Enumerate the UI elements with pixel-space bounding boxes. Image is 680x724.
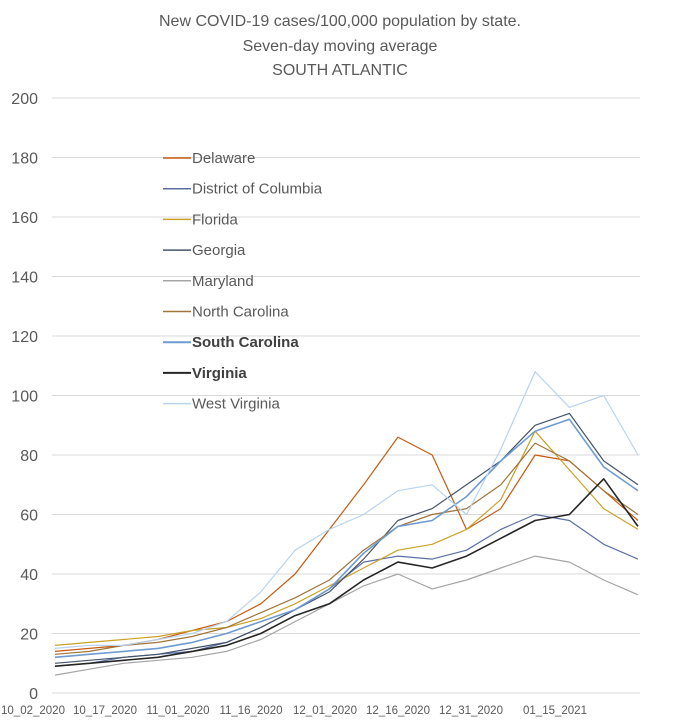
x-tick-label: 10_02_2020 <box>1 705 65 717</box>
y-tick-label: 200 <box>11 91 38 108</box>
chart-title: New COVID-19 cases/100,000 population by… <box>159 13 521 30</box>
legend-label: South Carolina <box>192 334 299 351</box>
y-tick-label: 120 <box>11 329 38 346</box>
legend-label: District of Columbia <box>192 181 323 198</box>
series-line-south-carolina <box>54 418 639 659</box>
y-tick-label: 180 <box>11 151 38 168</box>
y-tick-label: 60 <box>20 508 38 525</box>
legend-label: Virginia <box>192 365 247 382</box>
legend: Delaware District of Columbia Florida Georg… <box>163 150 323 413</box>
x-axis-ticks: 10_02_2020 10_17_2020 11_01_2020 11_16_2020… <box>1 705 587 717</box>
chart-region-label: SOUTH ATLANTIC <box>272 62 408 79</box>
legend-label: Georgia <box>192 242 246 259</box>
x-tick-label: 11_16_2020 <box>219 705 282 717</box>
chart-subtitle: Seven-day moving average <box>243 38 438 55</box>
series-line-west-virginia <box>54 371 639 649</box>
legend-label: Delaware <box>192 150 255 167</box>
y-tick-label: 0 <box>29 686 38 703</box>
series-line-maryland <box>54 555 639 676</box>
chart-titles: New COVID-19 cases/100,000 population by… <box>159 13 521 79</box>
x-tick-label: 10_17_2020 <box>73 705 137 717</box>
x-tick-label: 12_31_2020 <box>439 705 503 717</box>
x-tick-label: 12_01_2020 <box>293 705 357 717</box>
series-line-delaware <box>54 436 639 652</box>
legend-label: North Carolina <box>192 304 289 321</box>
legend-label: West Virginia <box>192 396 280 413</box>
y-tick-label: 140 <box>11 270 38 287</box>
series-line-florida <box>54 430 639 646</box>
series-line-north-carolina <box>54 442 639 655</box>
x-tick-label: 12_16_2020 <box>366 705 430 717</box>
x-tick-label: 01_15_2021 <box>523 705 587 717</box>
series-line-georgia <box>54 412 639 664</box>
y-tick-label: 20 <box>20 627 38 644</box>
y-gridlines <box>52 97 640 694</box>
y-tick-label: 160 <box>11 210 38 227</box>
y-tick-label: 100 <box>11 389 38 406</box>
y-tick-label: 80 <box>20 448 38 465</box>
series-line-virginia <box>54 477 639 667</box>
series-lines <box>54 371 639 676</box>
y-axis-ticks: 0 20 40 60 80 100 120 140 160 180 200 <box>11 91 38 703</box>
y-tick-label: 40 <box>20 567 38 584</box>
legend-label: Maryland <box>192 273 254 290</box>
legend-label: Florida <box>192 211 239 228</box>
x-tick-label: 11_01_2020 <box>146 705 209 717</box>
